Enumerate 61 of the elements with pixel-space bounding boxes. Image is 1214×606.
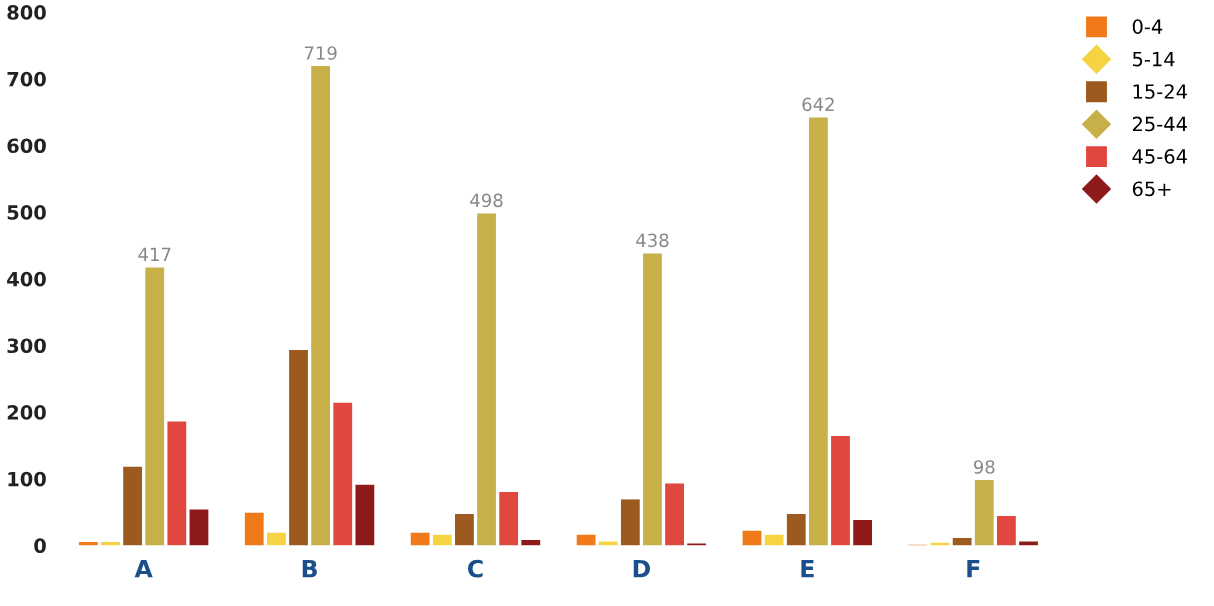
bar <box>145 267 165 546</box>
bar <box>244 512 264 546</box>
legend-label: 45-64 <box>1132 149 1187 164</box>
bar <box>687 543 707 546</box>
bar <box>576 534 596 546</box>
bar <box>477 213 496 546</box>
bar <box>410 532 430 546</box>
bar <box>808 117 828 546</box>
data-label: 719 <box>304 46 337 60</box>
x-tick-label: A <box>134 560 153 578</box>
x-tick-label: D <box>633 560 650 578</box>
bar <box>333 402 353 546</box>
bar <box>266 532 286 546</box>
bar <box>831 436 850 546</box>
data-label: 642 <box>802 97 834 112</box>
bar <box>123 466 142 546</box>
data-label: 417 <box>138 247 171 261</box>
legend-label: 25-44 <box>1132 116 1187 132</box>
bar <box>78 542 98 546</box>
bar <box>521 540 541 546</box>
y-tick-label: 100 <box>8 471 46 487</box>
bar <box>311 66 331 546</box>
bar <box>432 534 452 546</box>
y-tick-label: 200 <box>7 405 46 420</box>
y-tick-label: 800 <box>7 5 46 20</box>
bar <box>764 534 784 546</box>
bar <box>643 253 662 546</box>
legend-label: 65+ <box>1132 181 1171 197</box>
bar <box>167 421 187 546</box>
bar <box>101 542 120 546</box>
data-label: 438 <box>636 233 669 248</box>
bar <box>952 538 972 546</box>
data-label: 498 <box>470 193 503 208</box>
x-tick-label: C <box>468 559 483 578</box>
bar <box>786 514 806 546</box>
bar <box>997 516 1016 546</box>
y-tick-label: 400 <box>7 271 46 287</box>
bar <box>455 514 474 546</box>
y-tick-label: 300 <box>7 338 46 354</box>
y-tick-label: 600 <box>7 138 46 154</box>
bar <box>742 530 762 546</box>
bar <box>499 492 519 546</box>
bar <box>189 509 209 546</box>
bar <box>620 499 640 546</box>
bar <box>853 520 873 546</box>
legend-label: 5-14 <box>1133 51 1175 67</box>
legend-label: 15-24 <box>1133 84 1187 99</box>
bar <box>1019 541 1038 546</box>
bar <box>289 350 308 546</box>
y-tick-label: 0 <box>34 538 46 554</box>
bar <box>598 541 618 546</box>
x-tick-label: B <box>302 560 317 578</box>
y-tick-label: 500 <box>7 205 46 220</box>
x-tick-label: F <box>967 560 980 578</box>
bar <box>974 480 994 546</box>
data-label: 98 <box>973 460 995 474</box>
legend-label: 0-4 <box>1132 19 1163 35</box>
bar <box>665 483 684 546</box>
x-tick-label: E <box>801 560 814 578</box>
bar <box>355 484 375 546</box>
y-tick-label: 700 <box>7 71 46 87</box>
